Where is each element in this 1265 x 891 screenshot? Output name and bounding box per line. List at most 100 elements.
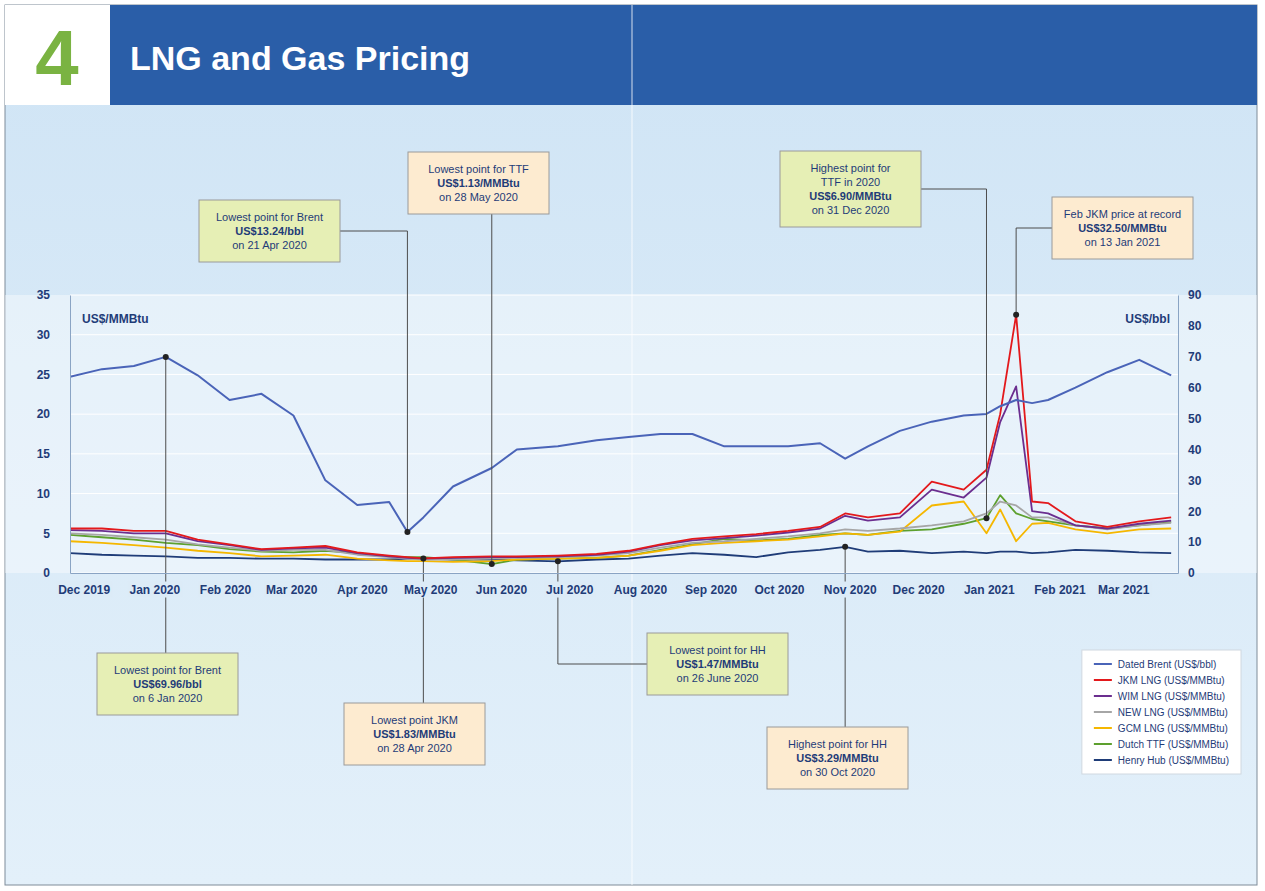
series-line bbox=[70, 357, 1171, 532]
y-tick-label: 0 bbox=[43, 566, 50, 580]
y2-tick: 30 bbox=[1178, 474, 1202, 488]
x-tick-label: Jul 2020 bbox=[546, 583, 594, 597]
y-tick: 5 bbox=[43, 527, 70, 541]
annotation-text: on 28 Apr 2020 bbox=[377, 742, 452, 754]
chart-title: LNG and Gas Pricing bbox=[130, 39, 470, 77]
page-background bbox=[0, 0, 1265, 891]
annotation-text: TTF in 2020 bbox=[821, 176, 880, 188]
legend-label: JKM LNG (US$/MMBtu) bbox=[1118, 675, 1225, 686]
y2-tick-label: 30 bbox=[1188, 474, 1202, 488]
annotation-point bbox=[983, 515, 989, 521]
page-fold bbox=[632, 5, 633, 885]
y-tick-label: 25 bbox=[37, 368, 51, 382]
y2-tick: 0 bbox=[1178, 566, 1195, 580]
label-patch bbox=[891, 582, 947, 598]
y-tick: 25 bbox=[37, 368, 70, 382]
legend-item: Dutch TTF (US$/MMBtu) bbox=[1094, 739, 1228, 750]
grid-line bbox=[70, 453, 1178, 454]
annotation-text: on 21 Apr 2020 bbox=[232, 239, 307, 251]
leader-line bbox=[340, 231, 407, 532]
y-tick-label: 30 bbox=[37, 328, 51, 342]
legend-label: NEW LNG (US$/MMBtu) bbox=[1118, 707, 1228, 718]
legend-label: Dated Brent (US$/bbl) bbox=[1118, 659, 1216, 670]
y2-axis-line bbox=[1178, 296, 1179, 574]
annotation-box bbox=[767, 727, 908, 789]
x-tick: Feb 2020 bbox=[198, 573, 254, 598]
grid-line bbox=[70, 334, 1178, 335]
annotation-box bbox=[780, 151, 921, 227]
label-patch bbox=[127, 582, 182, 598]
x-tick: Jun 2020 bbox=[474, 573, 530, 598]
x-tick-label: Mar 2020 bbox=[266, 583, 318, 597]
y2-tick: 50 bbox=[1178, 412, 1202, 426]
x-tick-label: Feb 2021 bbox=[1034, 583, 1086, 597]
label-patch bbox=[335, 582, 390, 598]
legend-item: Henry Hub (US$/MMBtu) bbox=[1094, 755, 1229, 766]
label-patch bbox=[56, 582, 112, 598]
legend-swatch bbox=[1094, 743, 1112, 745]
label-patch bbox=[1032, 582, 1088, 598]
leader-line bbox=[423, 558, 424, 703]
annotation-text: on 13 Jan 2021 bbox=[1085, 236, 1161, 248]
legend-item: Dated Brent (US$/bbl) bbox=[1094, 659, 1216, 670]
label-patch bbox=[753, 582, 807, 598]
x-tick: Jul 2020 bbox=[544, 573, 596, 598]
chart: 4LNG and Gas PricingDec 2019Jan 2020Feb … bbox=[0, 0, 1265, 891]
annotations: Lowest point for BrentUS$69.96/bblon 6 J… bbox=[97, 151, 1193, 789]
annotation-text: on 26 June 2020 bbox=[677, 672, 759, 684]
y-tick: 20 bbox=[37, 407, 70, 421]
annotation-text: US$32.50/MMBtu bbox=[1078, 222, 1167, 234]
leader-line bbox=[165, 357, 166, 653]
x-tick-label: Nov 2020 bbox=[824, 583, 877, 597]
legend-swatch bbox=[1094, 663, 1112, 665]
y-tick: 10 bbox=[37, 487, 70, 501]
grid bbox=[70, 295, 1178, 573]
annotation-point bbox=[404, 529, 410, 535]
annotation-text: Lowest point for HH bbox=[669, 644, 766, 656]
label-patch bbox=[1096, 582, 1152, 598]
y2-axis: 0102030405060708090 bbox=[1178, 288, 1202, 580]
y-axis-line bbox=[70, 296, 71, 574]
annotation-box bbox=[647, 633, 788, 695]
x-tick-label: Jan 2020 bbox=[129, 583, 180, 597]
annotation-text: US$69.96/bbl bbox=[133, 678, 201, 690]
x-tick-label: Jun 2020 bbox=[476, 583, 528, 597]
x-tick: Nov 2020 bbox=[822, 573, 879, 598]
annotation-text: Lowest point JKM bbox=[371, 714, 458, 726]
label-patch bbox=[683, 582, 739, 598]
leader-line bbox=[558, 561, 647, 664]
annotation-text: US$13.24/bbl bbox=[235, 225, 303, 237]
x-tick: Jan 2021 bbox=[962, 573, 1017, 598]
header-bar bbox=[110, 5, 1257, 105]
y2-tick-label: 60 bbox=[1188, 381, 1202, 395]
annotation-leaders bbox=[163, 189, 1052, 727]
legend-swatch bbox=[1094, 727, 1112, 729]
grid-line bbox=[70, 295, 1178, 296]
legend-swatch bbox=[1094, 695, 1112, 697]
legend-label: Henry Hub (US$/MMBtu) bbox=[1118, 755, 1229, 766]
leader-line bbox=[491, 214, 492, 564]
y2-tick: 60 bbox=[1178, 381, 1202, 395]
y2-tick-label: 70 bbox=[1188, 350, 1202, 364]
y2-tick: 20 bbox=[1178, 505, 1202, 519]
y-tick: 35 bbox=[37, 288, 70, 302]
panel-background bbox=[5, 5, 1257, 885]
annotation-point bbox=[555, 558, 561, 564]
legend-item: WIM LNG (US$/MMBtu) bbox=[1094, 691, 1225, 702]
x-tick: Apr 2020 bbox=[335, 573, 390, 598]
y2-tick: 70 bbox=[1178, 350, 1202, 364]
lines bbox=[70, 315, 1171, 564]
x-tick-label: Jan 2021 bbox=[964, 583, 1015, 597]
x-tick: Oct 2020 bbox=[753, 573, 807, 598]
annotation-text: on 31 Dec 2020 bbox=[812, 204, 890, 216]
y-tick-label: 35 bbox=[37, 288, 51, 302]
label-patch bbox=[264, 582, 320, 598]
annotation-text: Highest point for bbox=[810, 162, 890, 174]
annotation-box bbox=[408, 152, 549, 214]
y2-tick-label: 10 bbox=[1188, 535, 1202, 549]
y2-tick: 80 bbox=[1178, 319, 1202, 333]
y2-tick-label: 20 bbox=[1188, 505, 1202, 519]
legend-item: GCM LNG (US$/MMBtu) bbox=[1094, 723, 1228, 734]
legend-item: NEW LNG (US$/MMBtu) bbox=[1094, 707, 1228, 718]
series-line bbox=[70, 315, 1171, 559]
